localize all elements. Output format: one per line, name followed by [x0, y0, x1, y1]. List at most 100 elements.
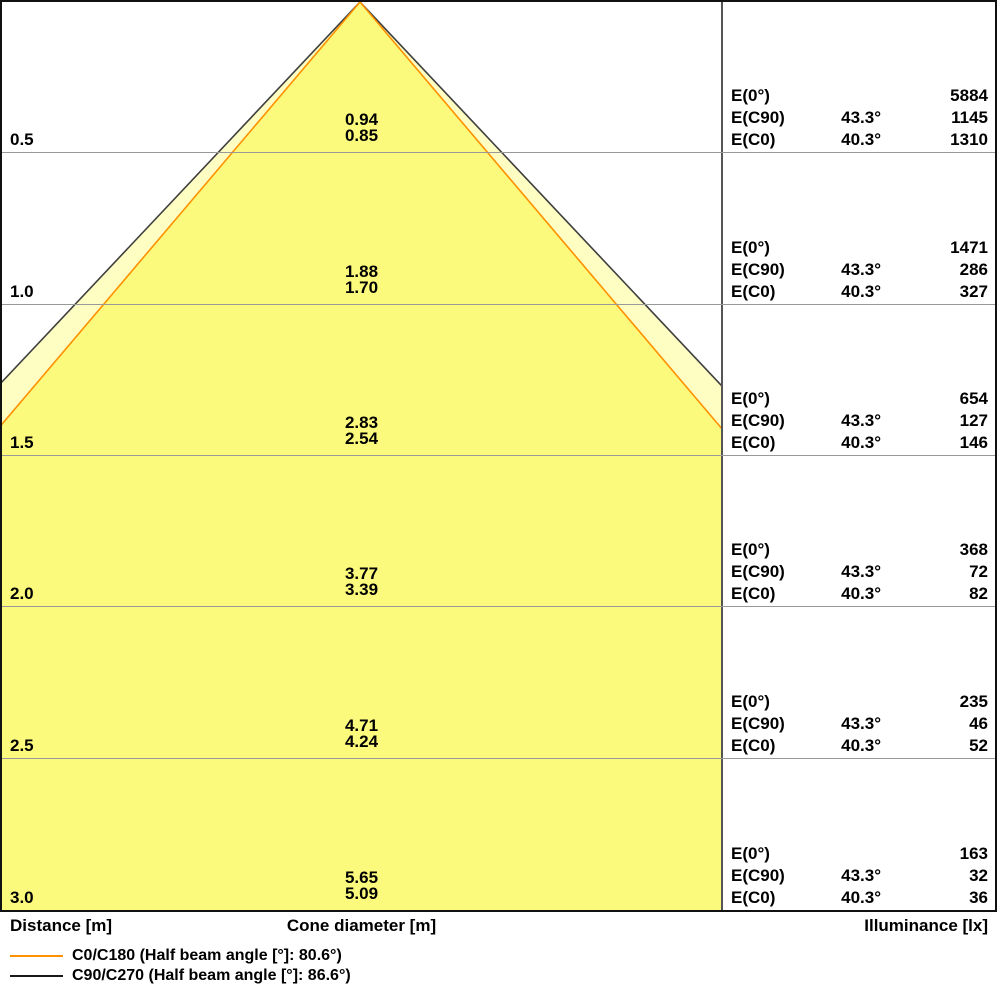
e0-row: E(0°) 654: [731, 388, 988, 410]
distance-axis-title: Distance [m]: [10, 916, 113, 935]
e0-label: E(0°): [731, 843, 770, 863]
ec0-angle: 40.3°: [841, 887, 881, 907]
e0-angle: [826, 85, 881, 107]
ec0-label: E(C0): [731, 887, 776, 907]
c0-c180-line-swatch: [10, 955, 63, 957]
e0-row: E(0°) 1471: [731, 237, 988, 259]
ec0-angle: 40.3°: [841, 130, 881, 150]
inner-cone-fill-c0: [2, 2, 721, 910]
cone-diameter-c90-value: 4.71: [344, 715, 379, 735]
ec90-value: 72: [969, 562, 988, 582]
illuminance-table: E(0°) 5884 E(C90) 43.3° 1145 E(C0) 40.3°…: [731, 85, 988, 151]
e0-label: E(0°): [731, 691, 770, 711]
e0-angle: [826, 388, 881, 410]
ec90-value: 286: [959, 259, 988, 279]
cone-diameter-c0-value: 2.54: [344, 428, 379, 448]
cone-diameter-c90-value: 3.77: [344, 564, 379, 584]
illuminance-table: E(0°) 1471 E(C90) 43.3° 286 E(C0) 40.3° …: [731, 237, 988, 303]
cone-diagram-chart: 0.5 0.94 0.85 E(0°) 5884 E(C90) 43.3° 11…: [0, 0, 997, 912]
ec0-row: E(C0) 40.3° 36: [731, 887, 988, 909]
distance-label: 2.5: [10, 735, 34, 755]
ec90-row: E(C90) 43.3° 46: [731, 713, 988, 735]
legend-row-c90-c270: C90/C270 (Half beam angle [°]: 86.6°): [10, 966, 351, 986]
distance-label: 1.5: [10, 432, 34, 452]
ec90-row: E(C90) 43.3° 32: [731, 865, 988, 887]
cone-diameter-c90-value: 1.88: [344, 261, 379, 281]
e0-angle: [826, 691, 881, 713]
ec90-angle: 43.3°: [841, 562, 881, 582]
cone-diameter-values: 2.83 2.54: [2, 412, 721, 448]
e0-value: 368: [959, 540, 988, 560]
ec0-angle: 40.3°: [841, 735, 881, 755]
cone-diameter-c0-value: 4.24: [344, 731, 379, 751]
c0-c180-legend-label: C0/C180 (Half beam angle [°]: 80.6°): [72, 947, 342, 964]
cone-diameter-c0-value: 5.09: [344, 883, 379, 903]
cone-diameter-values: 0.94 0.85: [2, 111, 721, 146]
distance-label: 1.0: [10, 281, 34, 301]
e0-label: E(0°): [731, 86, 770, 106]
illuminance-table: E(0°) 163 E(C90) 43.3° 32 E(C0) 40.3° 36: [731, 843, 988, 909]
band-1.0m: 1.0 1.88 1.70 E(0°) 1471 E(C90) 43.3° 28…: [2, 153, 995, 305]
cone-diameter-values: 1.88 1.70: [2, 261, 721, 297]
ec90-angle: 43.3°: [841, 410, 881, 430]
cone-diameter-c90-value: 2.83: [344, 412, 379, 432]
ec90-label: E(C90): [731, 865, 785, 885]
ec0-label: E(C0): [731, 735, 776, 755]
e0-value: 654: [959, 388, 988, 408]
band-3.0m: 3.0 5.65 5.09 E(0°) 163 E(C90) 43.3° 32 …: [2, 759, 995, 910]
ec90-label: E(C90): [731, 713, 785, 733]
e0-label: E(0°): [731, 388, 770, 408]
band-0.5m: 0.5 0.94 0.85 E(0°) 5884 E(C90) 43.3° 11…: [2, 2, 995, 154]
ec0-angle: 40.3°: [841, 281, 881, 301]
cone-diameter-c90-value: 5.65: [344, 867, 379, 887]
cone-diameter-values: 4.71 4.24: [2, 715, 721, 751]
legend-row-c0-c180: C0/C180 (Half beam angle [°]: 80.6°): [10, 946, 351, 966]
illuminance-axis-title: Illuminance [lx]: [864, 916, 988, 935]
ec0-row: E(C0) 40.3° 82: [731, 583, 988, 605]
illuminance-table: E(0°) 368 E(C90) 43.3° 72 E(C0) 40.3° 82: [731, 539, 988, 605]
ec90-row: E(C90) 43.3° 286: [731, 259, 988, 281]
ec0-value: 327: [959, 281, 988, 301]
ec0-row: E(C0) 40.3° 146: [731, 432, 988, 454]
c90-c270-line-swatch: [10, 975, 63, 977]
ec0-label: E(C0): [731, 432, 776, 452]
ec0-value: 36: [969, 887, 988, 907]
e0-row: E(0°) 5884: [731, 85, 988, 107]
ec90-angle: 43.3°: [841, 108, 881, 128]
ec0-label: E(C0): [731, 130, 776, 150]
e0-value: 5884: [950, 86, 988, 106]
illuminance-table: E(0°) 654 E(C90) 43.3° 127 E(C0) 40.3° 1…: [731, 388, 988, 454]
distance-label: 3.0: [10, 887, 34, 907]
cone-diameter-c0-value: 0.85: [344, 126, 379, 146]
legend: C0/C180 (Half beam angle [°]: 80.6°) C90…: [10, 946, 351, 986]
band-2.0m: 2.0 3.77 3.39 E(0°) 368 E(C90) 43.3° 72 …: [2, 456, 995, 608]
ec90-row: E(C90) 43.3° 72: [731, 561, 988, 583]
ec90-row: E(C90) 43.3° 127: [731, 410, 988, 432]
ec0-row: E(C0) 40.3° 1310: [731, 129, 988, 151]
cone-diameter-values: 3.77 3.39: [2, 564, 721, 600]
cone-diameter-axis-title: Cone diameter [m]: [286, 916, 437, 935]
ec90-angle: 43.3°: [841, 259, 881, 279]
ec90-angle: 43.3°: [841, 865, 881, 885]
ec0-angle: 40.3°: [841, 584, 881, 604]
ec90-value: 32: [969, 865, 988, 885]
e0-label: E(0°): [731, 540, 770, 560]
e0-row: E(0°) 368: [731, 539, 988, 561]
ec90-label: E(C90): [731, 562, 785, 582]
ec0-row: E(C0) 40.3° 52: [731, 735, 988, 757]
axis-labels-row: Distance [m] Cone diameter [m] Illuminan…: [2, 916, 995, 936]
e0-row: E(0°) 163: [731, 843, 988, 865]
cone-diameter-c0-value: 1.70: [344, 277, 379, 297]
ec0-label: E(C0): [731, 281, 776, 301]
e0-row: E(0°) 235: [731, 691, 988, 713]
light-cone-plot: [2, 2, 721, 910]
band-2.5m: 2.5 4.71 4.24 E(0°) 235 E(C90) 43.3° 46 …: [2, 607, 995, 759]
ec90-value: 127: [959, 410, 988, 430]
ec0-value: 146: [959, 432, 988, 452]
e0-label: E(0°): [731, 237, 770, 257]
cone-diameter-c0-value: 3.39: [344, 580, 379, 600]
ec0-value: 1310: [950, 130, 988, 150]
e0-value: 163: [959, 843, 988, 863]
ec0-label: E(C0): [731, 584, 776, 604]
